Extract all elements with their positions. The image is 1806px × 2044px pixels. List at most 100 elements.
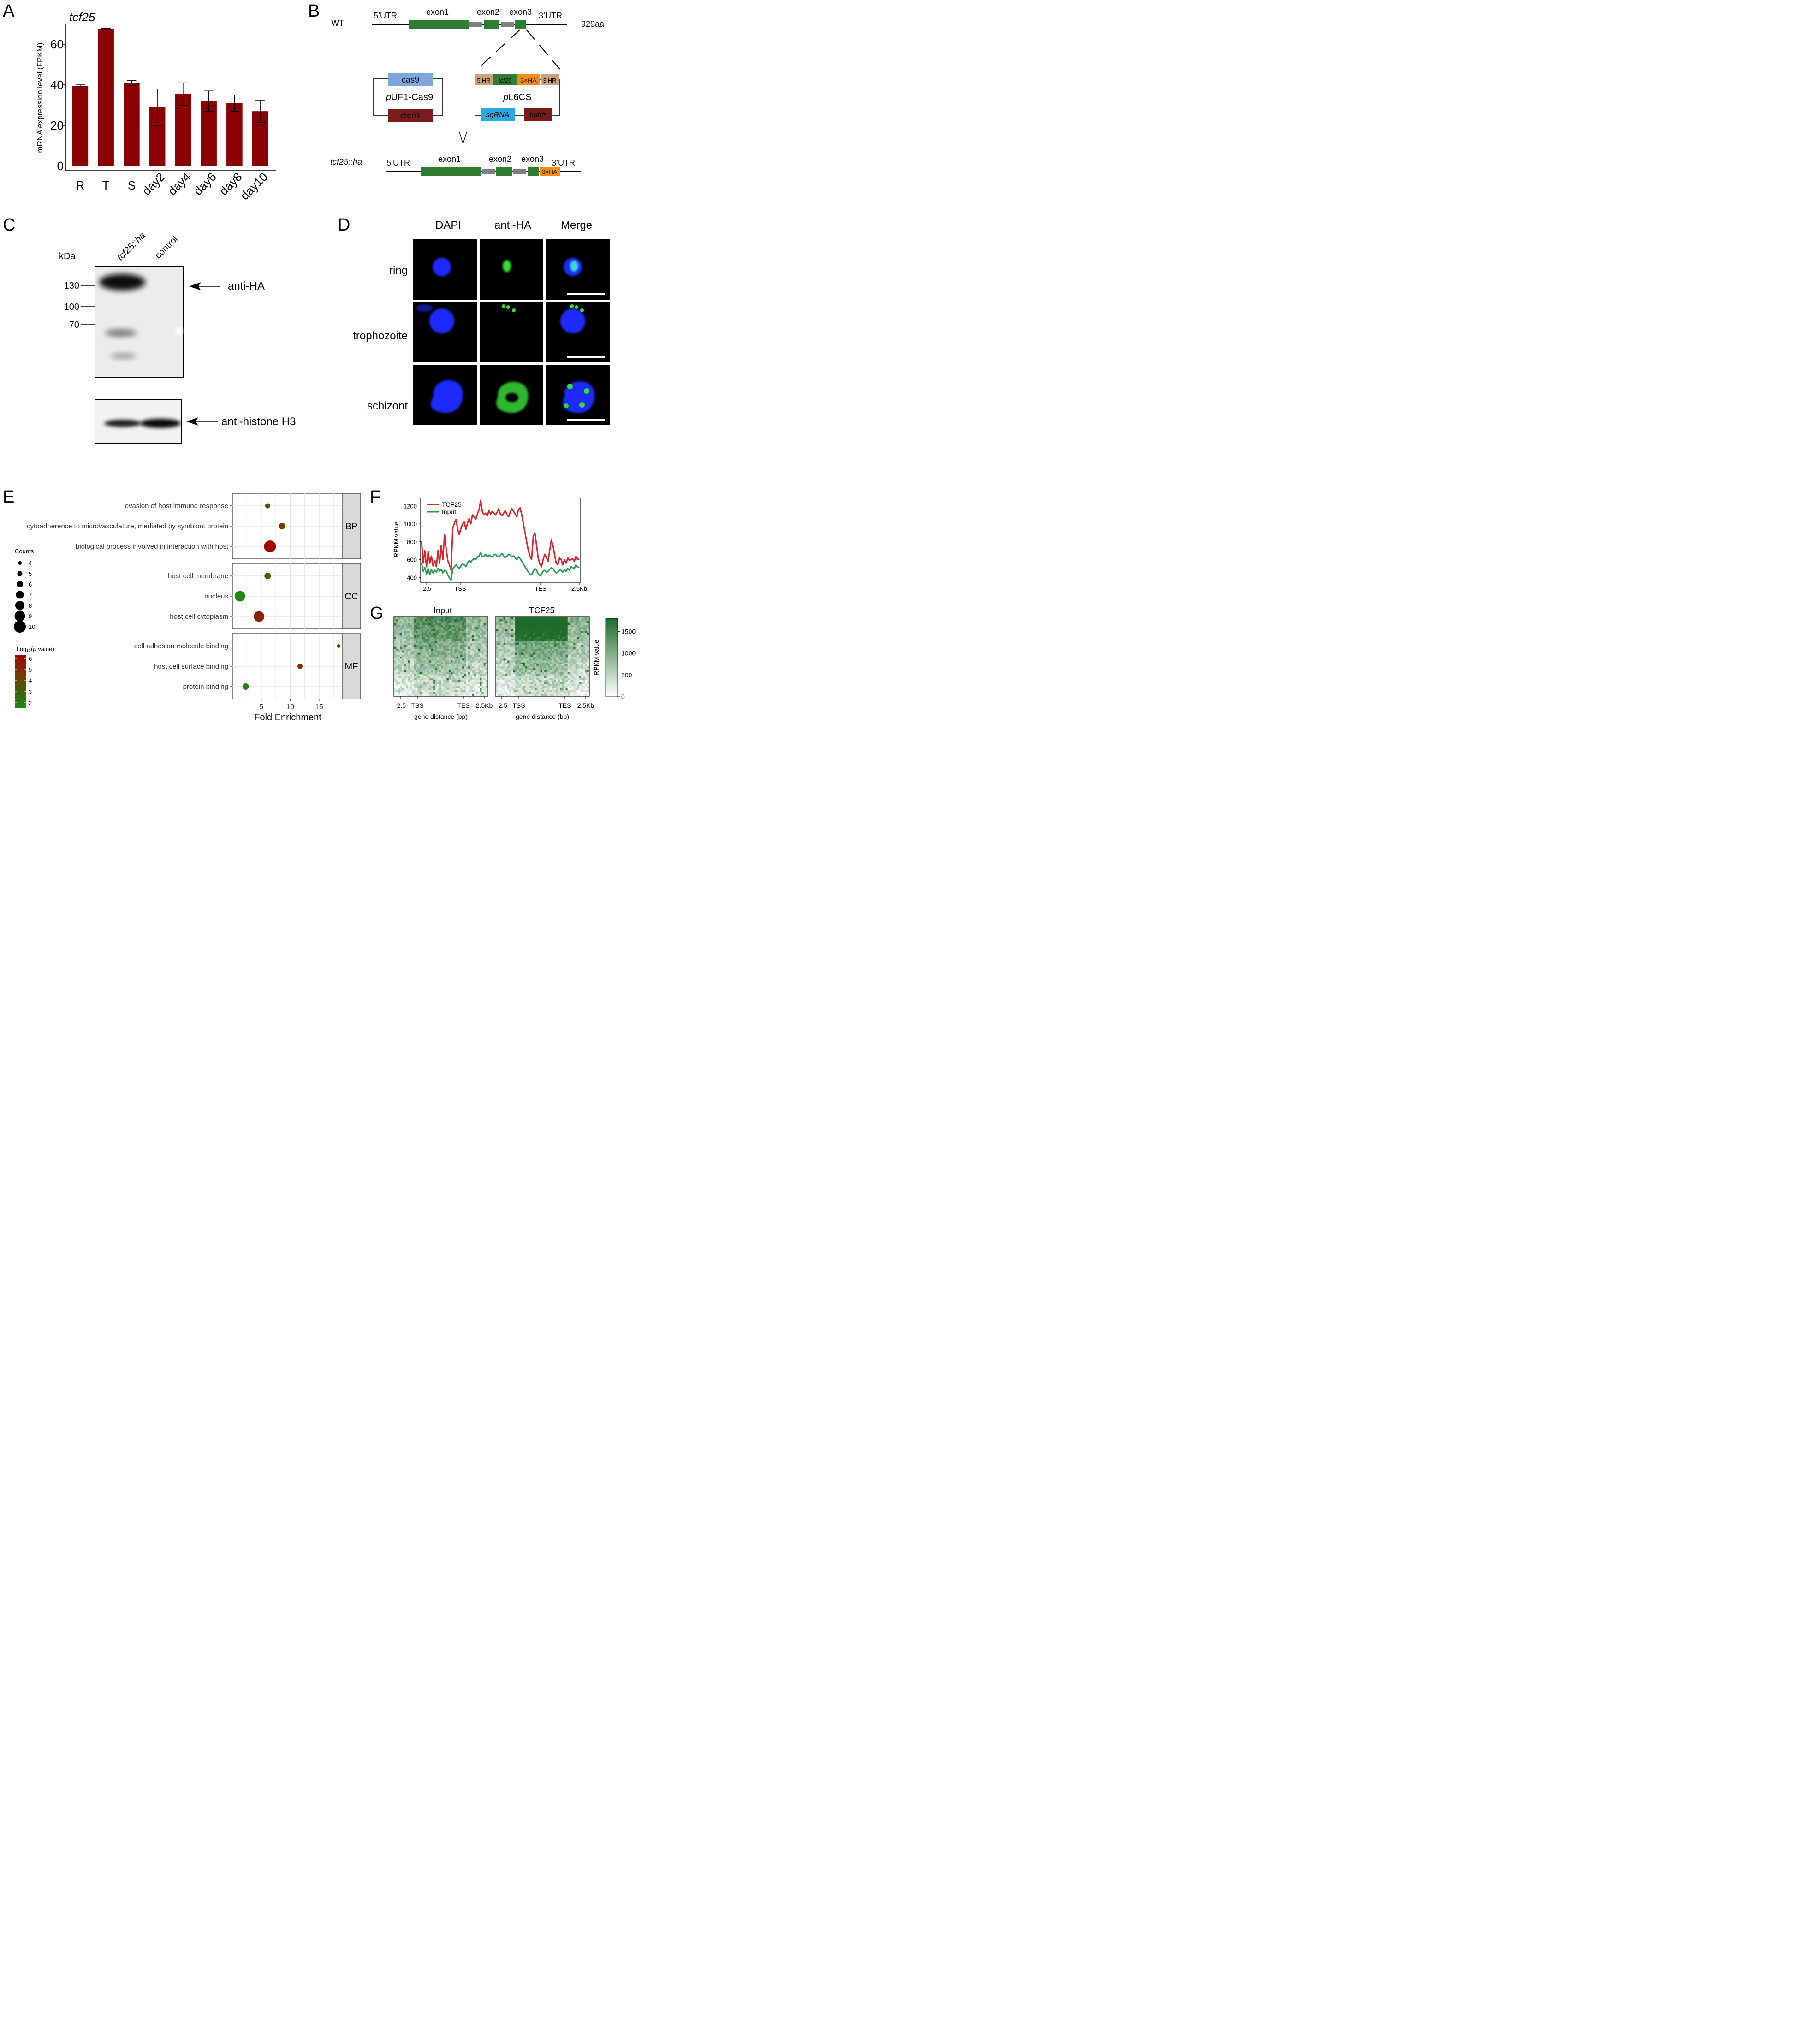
heatmap-cell [585, 654, 588, 657]
heatmap-cell [536, 619, 539, 622]
heatmap-cell [509, 684, 511, 687]
heatmap-cell [480, 633, 482, 635]
panel-letter-a: A [3, 1, 15, 21]
heatmap-cell [454, 688, 457, 690]
heatmap-cell [573, 688, 576, 690]
ko-utr5-label: 5’UTR [386, 158, 410, 167]
heatmap-cell [485, 639, 488, 641]
heatmap-cell [433, 629, 435, 632]
bar-day6 [201, 101, 217, 166]
heatmap-cell [523, 666, 525, 669]
heatmap-cell [535, 621, 537, 624]
heatmap-cell [525, 684, 527, 687]
heatmap-cell [498, 637, 500, 640]
heatmap-cell [464, 631, 467, 634]
heatmap-cell [499, 688, 502, 690]
heatmap-cell [577, 674, 580, 676]
heatmap-cell [532, 688, 535, 690]
heatmap-cell [458, 641, 461, 643]
heatmap-cell [470, 645, 472, 647]
heatmap-cell [579, 684, 582, 687]
heatmap-cell [400, 674, 403, 676]
heatmap-cell [448, 643, 451, 645]
heatmap-cell [454, 682, 457, 684]
heatmap-cell [417, 621, 420, 624]
heatmap-cell [519, 692, 522, 694]
heatmap-cell [556, 693, 558, 696]
heatmap-cell [441, 633, 443, 635]
heatmap-cell [505, 633, 508, 635]
heatmap-x-tick-label: -2.5 [496, 702, 507, 709]
heatmap-cell [435, 639, 437, 641]
heatmap-cell [394, 662, 397, 665]
heatmap-cell [448, 639, 451, 641]
heatmap-cell [536, 631, 539, 634]
heatmap-cell [554, 631, 556, 634]
heatmap-cell [519, 633, 522, 635]
heatmap-cell [552, 645, 554, 647]
heatmap-cell [575, 645, 578, 647]
heatmap-cell [577, 633, 580, 635]
heatmap-cell [477, 662, 480, 665]
heatmap-cell [565, 676, 568, 679]
heatmap-cell [470, 621, 472, 624]
band-low-faint [111, 353, 137, 359]
heatmap-cell [483, 639, 486, 641]
heatmap-cell [496, 629, 498, 632]
heatmap-cell [546, 660, 548, 663]
heatmap-cell [511, 686, 514, 688]
heatmap-cell [410, 686, 412, 688]
heatmap-cell [571, 635, 574, 637]
heatmap-cell [431, 660, 434, 663]
heatmap-cell [435, 658, 437, 661]
heatmap-cell [521, 666, 523, 669]
heatmap-cell [419, 629, 422, 632]
heatmap-cell [577, 688, 580, 690]
heatmap-cell [571, 637, 574, 640]
heatmap-cell [515, 662, 517, 665]
heatmap-cell [548, 664, 551, 667]
heatmap-cell [472, 686, 474, 688]
heatmap-cell [460, 643, 463, 645]
heatmap-cell [441, 658, 443, 661]
heatmap-cell [587, 672, 589, 675]
heatmap-cell [511, 657, 514, 659]
heatmap-cell [417, 625, 420, 628]
heatmap-cell [585, 633, 588, 635]
heatmap-cell [439, 690, 441, 692]
heatmap-cell [503, 619, 506, 622]
heatmap-cell [575, 678, 578, 681]
heatmap-cell [511, 625, 514, 628]
heatmap-cell [402, 651, 404, 653]
heatmap-cell [414, 627, 416, 629]
heatmap-cell [474, 674, 476, 676]
heatmap-cell [517, 652, 519, 655]
heatmap-cell [423, 678, 426, 681]
heatmap-cell [521, 646, 523, 649]
troph-ha-dot-2 [506, 305, 510, 309]
heatmap-cell [501, 637, 504, 640]
heatmap-cell [402, 688, 404, 690]
heatmap-cell [498, 643, 500, 645]
go-term-dot [264, 573, 271, 579]
heatmap-cell [548, 684, 551, 687]
heatmap-cell [404, 686, 406, 688]
heatmap-cell [540, 664, 543, 667]
heatmap-cell [581, 645, 583, 647]
heatmap-cell [474, 629, 476, 632]
heatmap-cell [544, 637, 547, 640]
heatmap-cell [458, 660, 461, 663]
heatmap-cell [554, 651, 556, 653]
heatmap-cell [583, 678, 585, 681]
heatmap-cell [474, 623, 476, 626]
go-term-label: nucleus [204, 592, 228, 600]
heatmap-cell [529, 674, 531, 676]
heatmap-cell [552, 670, 554, 673]
heatmap-cell [454, 664, 457, 667]
heatmap-cell [535, 666, 537, 669]
heatmap-cell [472, 627, 474, 629]
heatmap-cell [404, 629, 406, 632]
heatmap-cell [509, 693, 511, 696]
heatmap-cell [575, 619, 578, 622]
